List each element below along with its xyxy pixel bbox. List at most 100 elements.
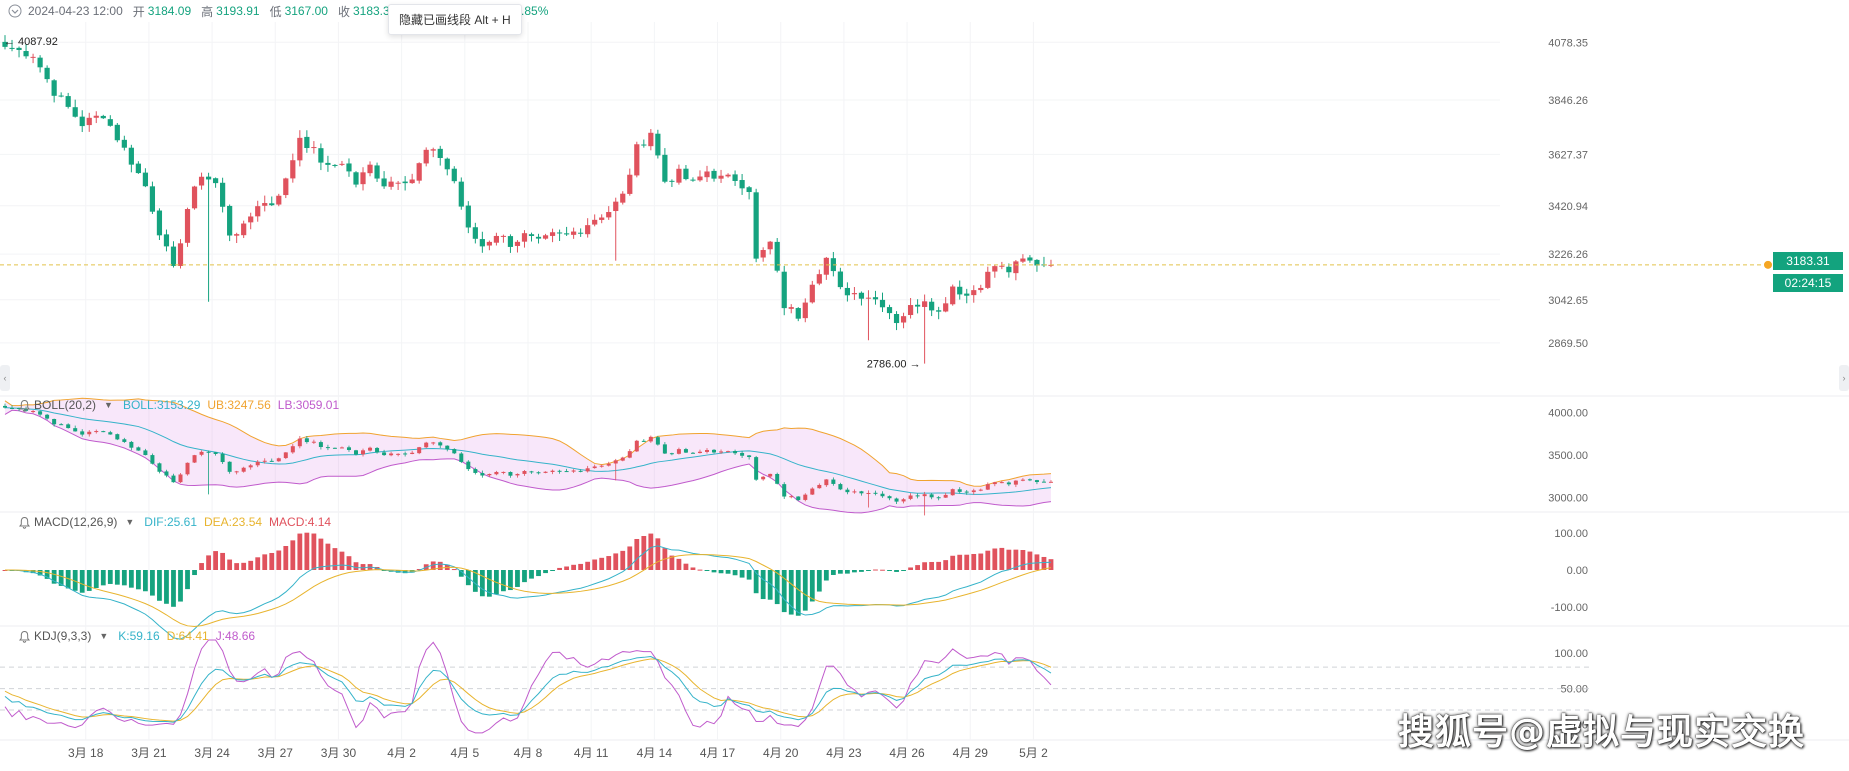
- boll-candle-body: [999, 482, 1004, 484]
- kdj-k-line: [4, 655, 1052, 723]
- macd-hist-bar: [599, 557, 605, 570]
- candle-body: [627, 174, 633, 194]
- kdj-name[interactable]: KDJ(9,3,3): [34, 629, 92, 643]
- boll-candle-body: [396, 453, 401, 455]
- macd-hist-bar: [458, 570, 464, 577]
- candle-body: [114, 124, 120, 141]
- candle-body: [592, 219, 598, 225]
- candle-body: [704, 171, 710, 178]
- boll-candle-body: [452, 449, 457, 454]
- boll-candle-body: [831, 479, 836, 484]
- x-axis-tick-label: 4月 5: [450, 746, 479, 760]
- macd-hist-bar: [58, 570, 64, 586]
- right-expand-handle[interactable]: ›: [1839, 365, 1849, 391]
- boll-candle-body: [241, 467, 246, 472]
- alert-bell-icon[interactable]: [18, 516, 31, 529]
- candle-body: [837, 271, 843, 288]
- macd-hist-bar: [725, 570, 731, 574]
- alert-bell-icon[interactable]: [18, 399, 31, 412]
- candle-body: [795, 308, 801, 319]
- x-axis-tick-label: 3月 24: [194, 746, 230, 760]
- boll-mid-value: BOLL:3153.29: [122, 398, 201, 412]
- macd-hist-bar: [107, 570, 113, 584]
- boll-dropdown-icon[interactable]: ▼: [104, 400, 113, 410]
- boll-candle-body: [859, 491, 864, 494]
- candle-body: [739, 180, 745, 189]
- boll-candle-body: [620, 457, 625, 461]
- macd-hist-bar: [1013, 549, 1019, 570]
- boll-candle-body: [536, 472, 541, 474]
- boll-candle-body: [262, 460, 267, 462]
- boll-candle-body: [501, 471, 506, 473]
- macd-hist-bar: [171, 570, 176, 607]
- boll-candle-body: [66, 424, 71, 429]
- boll-candle-body: [269, 460, 274, 462]
- macd-name[interactable]: MACD(12,26,9): [34, 515, 118, 529]
- candle-body: [922, 301, 928, 307]
- change-percent: 0.85%: [514, 4, 549, 18]
- kdj-k-value: K:59.16: [118, 629, 160, 643]
- macd-hist-bar: [529, 570, 534, 579]
- candle-body: [388, 181, 394, 187]
- high-label: 高: [201, 4, 214, 19]
- candle-body: [227, 205, 233, 236]
- macd-dea-value: DEA:23.54: [204, 515, 263, 529]
- boll-candle-body: [417, 447, 422, 454]
- candle-body: [816, 274, 822, 284]
- candle-body: [86, 117, 92, 126]
- left-collapse-handle[interactable]: ‹: [0, 365, 10, 391]
- boll-candle-body: [389, 453, 394, 456]
- boll-candle-body: [480, 473, 485, 476]
- boll-candle-body: [655, 437, 660, 445]
- boll-candle-body: [108, 432, 113, 435]
- macd-hist-bar: [957, 554, 963, 570]
- candle-body: [957, 286, 963, 295]
- candle-body: [367, 164, 373, 174]
- macd-dropdown-icon[interactable]: ▼: [125, 517, 135, 527]
- macd-hist-bar: [297, 533, 303, 570]
- boll-candle-body: [768, 473, 773, 477]
- hide-drawings-tooltip: 隐藏已画线段 Alt + H: [388, 4, 522, 35]
- macd-hist-bar: [360, 564, 366, 570]
- candle-body: [697, 176, 703, 181]
- price-axis-tick-label: 3226.26: [1548, 249, 1588, 261]
- candle-body: [269, 203, 275, 206]
- macd-hist-bar: [332, 548, 338, 570]
- candle-body: [900, 316, 907, 323]
- boll-candle-body: [325, 447, 330, 449]
- candle-body: [564, 233, 570, 235]
- macd-hist-bar: [922, 562, 928, 570]
- x-axis-tick-label: 4月 8: [514, 746, 543, 760]
- boll-candle-body: [248, 465, 253, 468]
- boll-candle-body: [3, 405, 7, 408]
- candle-body: [16, 47, 22, 50]
- boll-candle-body: [157, 463, 162, 472]
- macd-hist-bar: [950, 555, 956, 570]
- boll-candle-body: [754, 457, 759, 480]
- boll-ub-value: UB:3247.56: [207, 398, 271, 412]
- macd-hist-bar: [262, 554, 268, 570]
- candle-body: [556, 232, 563, 234]
- macd-hist-bar: [648, 533, 654, 570]
- candle-body: [711, 170, 717, 179]
- candle-body: [781, 271, 787, 309]
- candle-body: [205, 176, 212, 180]
- collapse-chevron-icon[interactable]: [8, 4, 22, 18]
- macd-hist-bar: [704, 570, 710, 571]
- boll-name[interactable]: BOLL(20,2): [34, 398, 97, 412]
- candle-body: [992, 266, 998, 272]
- boll-candle-body: [150, 455, 155, 464]
- candle-body: [44, 67, 50, 80]
- kdj-dropdown-icon[interactable]: ▼: [99, 631, 109, 641]
- candle-body: [72, 107, 78, 117]
- boll-candle-body: [992, 482, 997, 485]
- candle-body: [690, 179, 696, 181]
- boll-candle-body: [185, 462, 190, 475]
- alert-bell-icon[interactable]: [18, 630, 31, 643]
- candle-body: [234, 234, 240, 236]
- boll-candle-body: [494, 471, 499, 475]
- macd-hist-bar: [915, 565, 920, 570]
- boll-candle-body: [276, 458, 281, 462]
- boll-candle-body: [354, 450, 358, 455]
